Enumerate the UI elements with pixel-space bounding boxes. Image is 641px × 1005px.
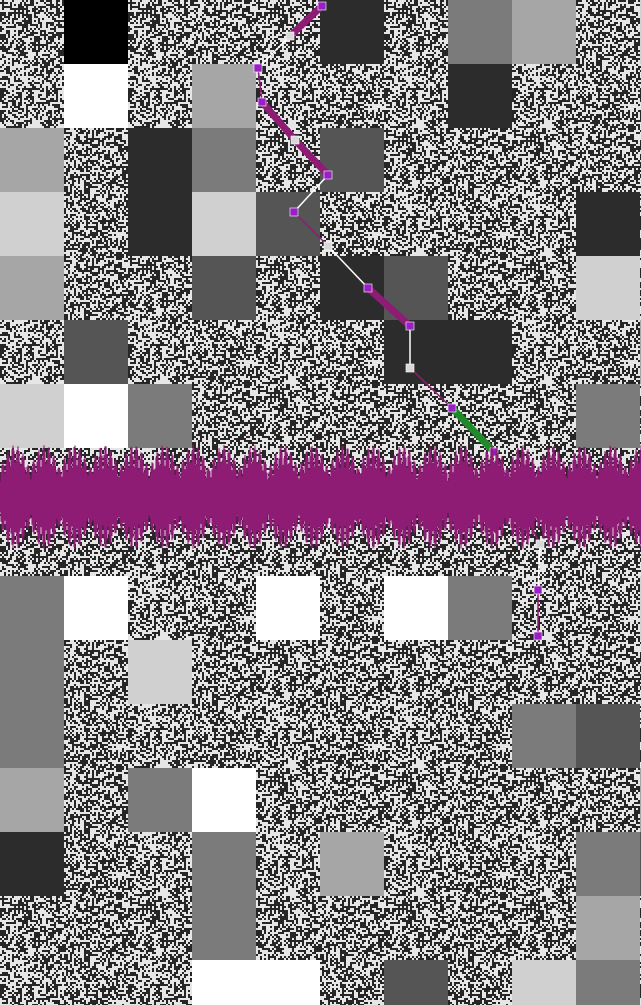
waveform-core	[0, 488, 641, 506]
path-segment	[258, 98, 299, 144]
grid-tile	[64, 0, 128, 64]
grid-tile	[128, 768, 192, 832]
path-segment	[409, 367, 453, 409]
grid-tile	[256, 192, 320, 256]
path-segment	[448, 404, 498, 456]
path-marker	[405, 321, 415, 331]
grid-tile	[64, 320, 128, 384]
grid-tile	[384, 576, 448, 640]
grid-tile	[128, 384, 192, 448]
grid-tile	[0, 832, 64, 896]
path-marker	[285, 31, 295, 41]
path-marker	[489, 447, 499, 457]
path-segment	[257, 35, 291, 69]
grid-tile	[128, 128, 192, 192]
path-segment	[291, 136, 332, 179]
grid-tile	[576, 832, 640, 896]
grid-tile	[576, 384, 640, 448]
grid-tile	[320, 128, 384, 192]
grid-tile	[64, 384, 128, 448]
grid-tile	[192, 960, 256, 1005]
grid-tile	[320, 0, 384, 64]
grid-tile	[0, 128, 64, 192]
path-segment	[257, 67, 263, 103]
grid-tile	[192, 256, 256, 320]
grid-tile	[0, 192, 64, 256]
grid-tile	[320, 256, 384, 320]
grid-tile	[0, 256, 64, 320]
grid-tile	[192, 128, 256, 192]
grid-tile	[0, 640, 64, 704]
grid-tile	[192, 896, 256, 960]
path-segment	[286, 2, 326, 40]
path-marker	[323, 241, 333, 251]
path-marker	[363, 283, 373, 293]
path-marker	[405, 363, 415, 373]
path-marker	[447, 403, 457, 413]
grid-tile	[192, 64, 256, 128]
path-segment	[293, 174, 329, 213]
grid-tile	[0, 768, 64, 832]
grid-tile	[256, 576, 320, 640]
path-marker	[317, 1, 327, 11]
grid-tile	[448, 64, 512, 128]
path-segment	[537, 543, 541, 591]
grid-tile	[64, 576, 128, 640]
grid-tile	[576, 256, 640, 320]
grid-tile	[576, 896, 640, 960]
path-marker	[289, 207, 299, 217]
path-marker	[323, 170, 333, 180]
grid-tile	[256, 960, 320, 1005]
zigzag-path	[253, 1, 545, 641]
grid-tile	[128, 192, 192, 256]
path-marker	[535, 539, 545, 549]
grid-tile	[448, 320, 512, 384]
grid-tile	[576, 960, 640, 1005]
grid-tile	[512, 0, 576, 64]
path-segment	[364, 284, 414, 330]
grid-tile	[192, 832, 256, 896]
grid-tile	[0, 576, 64, 640]
path-marker	[533, 631, 543, 641]
path-segment	[327, 245, 369, 289]
grid-tile	[128, 640, 192, 704]
grid-tile	[448, 576, 512, 640]
grid-tile	[384, 960, 448, 1005]
path-marker	[257, 97, 267, 107]
path-marker	[253, 63, 263, 73]
grid-tile	[0, 704, 64, 768]
grid-tile	[64, 64, 128, 128]
grid-tile	[576, 704, 640, 768]
grid-tile	[576, 192, 640, 256]
path-segment	[293, 211, 329, 247]
waveform-band	[0, 445, 641, 549]
grid-tile	[320, 832, 384, 896]
grid-tile	[512, 960, 576, 1005]
grid-tile	[512, 704, 576, 768]
path-marker	[290, 135, 300, 145]
grid-tile	[192, 192, 256, 256]
grid-tile	[448, 0, 512, 64]
path-marker	[533, 585, 543, 595]
grid-tile	[0, 384, 64, 448]
grid-tile	[192, 768, 256, 832]
